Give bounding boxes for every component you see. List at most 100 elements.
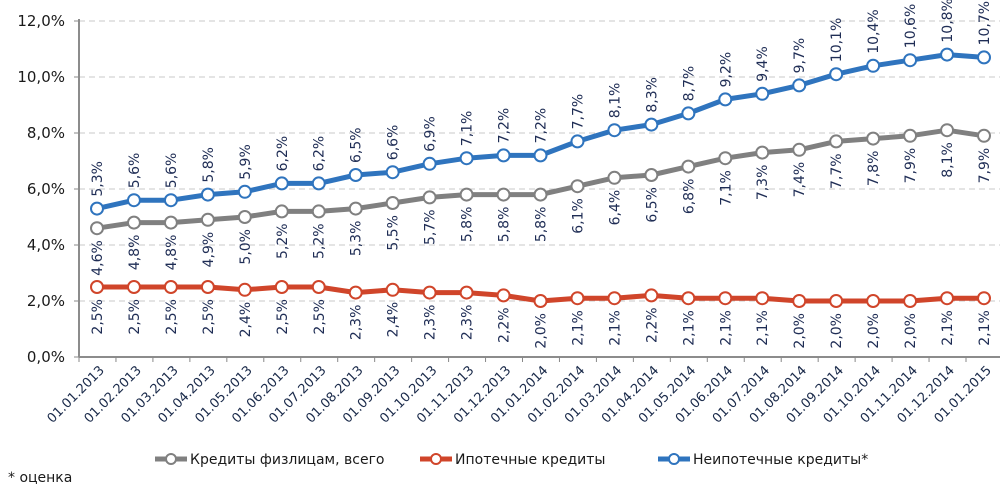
data-point <box>422 190 437 205</box>
data-label: 2,5% <box>127 299 143 335</box>
data-label: 4,8% <box>164 235 180 271</box>
legend-marker-0 <box>165 453 177 465</box>
data-label: 5,0% <box>238 229 254 265</box>
data-point <box>866 294 881 308</box>
legend-marker-1 <box>430 453 442 465</box>
data-label: 7,3% <box>755 165 771 201</box>
data-label: 2,5% <box>275 299 291 335</box>
data-point <box>126 193 141 208</box>
data-label: 2,1% <box>570 310 586 346</box>
data-point <box>163 193 178 208</box>
data-point <box>459 285 474 300</box>
data-label: 8,1% <box>607 83 623 119</box>
data-point <box>940 123 955 138</box>
data-label: 6,6% <box>386 125 402 161</box>
data-point <box>126 280 141 294</box>
legend: Кредиты физлицам, всего Ипотечные кредиты… <box>155 452 868 468</box>
legend-label-1: Ипотечные кредиты <box>455 452 605 468</box>
data-point <box>311 176 326 191</box>
data-label: 2,1% <box>681 310 697 346</box>
data-label: 6,4% <box>607 190 623 226</box>
data-point <box>792 294 807 308</box>
data-label: 5,2% <box>312 223 328 259</box>
data-point <box>422 285 437 300</box>
data-label: 5,2% <box>275 223 291 259</box>
data-point <box>718 151 733 166</box>
data-label: 2,1% <box>755 310 771 346</box>
data-point <box>200 212 215 227</box>
data-point <box>866 58 881 73</box>
y-tick-label: 12,0% <box>17 12 65 30</box>
data-label: 10,6% <box>903 4 919 48</box>
data-point <box>311 280 326 294</box>
data-point <box>90 280 104 294</box>
footnote: * оценка <box>8 470 72 485</box>
data-point <box>792 78 807 93</box>
data-label: 2,0% <box>792 313 808 349</box>
y-tick-label: 2,0% <box>27 292 65 310</box>
y-tick-label: 10,0% <box>17 68 65 86</box>
data-point <box>977 291 991 306</box>
data-point <box>533 187 548 202</box>
data-point <box>348 168 363 182</box>
data-label: 10,8% <box>940 0 956 43</box>
data-label: 5,8% <box>534 207 550 243</box>
data-label: 7,4% <box>792 162 808 198</box>
data-label: 2,5% <box>201 299 217 335</box>
data-label: 5,3% <box>90 161 106 197</box>
data-point <box>755 291 770 306</box>
data-point <box>607 123 622 138</box>
data-point <box>348 201 363 216</box>
data-label: 6,9% <box>423 116 439 152</box>
data-label: 6,5% <box>644 187 660 223</box>
data-label: 2,1% <box>977 310 993 346</box>
y-tick-label: 0,0% <box>27 348 65 366</box>
data-label: 9,4% <box>755 46 771 82</box>
data-point <box>422 156 437 171</box>
data-label: 2,5% <box>90 299 106 335</box>
data-label: 7,8% <box>866 151 882 187</box>
data-point <box>496 288 511 303</box>
y-axis-ticks: 0,0% 2,0% 4,0% 6,0% 8,0% 10,0% 12,0% <box>17 12 79 366</box>
data-label: 10,4% <box>866 9 882 53</box>
data-point <box>163 280 178 294</box>
data-point <box>200 187 215 202</box>
data-point <box>311 204 326 219</box>
data-label: 6,2% <box>275 136 291 172</box>
data-point <box>607 291 622 306</box>
data-label: 9,7% <box>792 38 808 74</box>
data-label: 9,2% <box>718 52 734 88</box>
data-point <box>903 53 918 68</box>
data-label: 7,2% <box>534 108 550 144</box>
data-point <box>644 288 659 303</box>
data-point <box>903 128 918 143</box>
data-label: 6,5% <box>349 127 365 163</box>
data-label: 2,3% <box>349 305 365 341</box>
data-point <box>866 131 881 146</box>
data-label: 2,4% <box>238 302 254 338</box>
data-label: 2,4% <box>386 302 402 338</box>
data-label: 5,9% <box>238 144 254 180</box>
data-label: 2,1% <box>940 310 956 346</box>
data-point <box>237 210 252 224</box>
data-point <box>940 47 955 62</box>
data-label: 2,2% <box>497 307 513 343</box>
data-point <box>940 291 955 306</box>
data-label: 2,1% <box>718 310 734 346</box>
data-point <box>385 196 400 210</box>
data-label: 2,0% <box>866 313 882 349</box>
data-point <box>533 294 548 308</box>
data-point <box>792 142 807 157</box>
y-tick-label: 6,0% <box>27 180 65 198</box>
data-point <box>385 165 400 180</box>
data-point <box>977 50 991 65</box>
data-point <box>570 134 585 149</box>
data-label: 2,5% <box>164 299 180 335</box>
data-label: 8,1% <box>940 142 956 178</box>
data-label: 2,2% <box>644 307 660 343</box>
data-point <box>718 92 733 107</box>
data-label: 5,6% <box>164 153 180 189</box>
data-label: 2,0% <box>534 313 550 349</box>
data-point <box>829 294 844 308</box>
